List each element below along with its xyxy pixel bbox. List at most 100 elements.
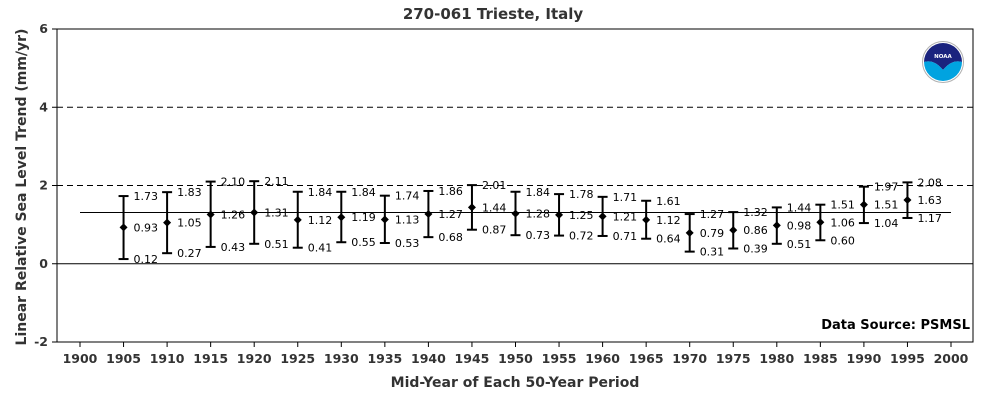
lower-bound-label: 0.60 bbox=[830, 234, 855, 247]
lower-bound-label: 0.31 bbox=[700, 246, 725, 259]
x-axis-label: Mid-Year of Each 50-Year Period bbox=[391, 375, 640, 391]
y-tick-label: 4 bbox=[39, 99, 48, 114]
data-point bbox=[424, 210, 433, 219]
error-bar-group: 1.44 0.98 0.51 bbox=[771, 201, 812, 251]
x-tick-label: 1970 bbox=[672, 351, 707, 366]
data-point bbox=[729, 226, 738, 235]
upper-bound-label: 1.83 bbox=[177, 186, 202, 199]
y-tick-label: -2 bbox=[34, 334, 48, 349]
lower-bound-label: 0.71 bbox=[613, 230, 638, 243]
x-tick-label: 1915 bbox=[193, 351, 228, 366]
x-tick-label: 1920 bbox=[237, 351, 272, 366]
error-bar-group: 1.74 1.13 0.53 bbox=[379, 190, 420, 250]
data-point bbox=[293, 215, 302, 224]
data-point bbox=[772, 221, 781, 230]
error-bar-group: 1.71 1.21 0.71 bbox=[597, 191, 638, 243]
value-label: 0.86 bbox=[743, 224, 768, 237]
lower-bound-label: 0.12 bbox=[134, 253, 159, 266]
error-bar-group: 1.84 1.28 0.73 bbox=[510, 186, 551, 242]
x-tick-label: 1910 bbox=[150, 351, 185, 366]
upper-bound-label: 1.74 bbox=[395, 190, 420, 203]
data-point bbox=[816, 218, 825, 227]
data-point bbox=[163, 218, 172, 227]
value-label: 0.79 bbox=[700, 227, 725, 240]
data-point bbox=[206, 210, 215, 219]
upper-bound-label: 1.84 bbox=[308, 186, 333, 199]
data-marks: 1.730.930.121.831.050.272.101.260.432.11… bbox=[118, 175, 942, 266]
value-label: 1.27 bbox=[438, 208, 463, 221]
upper-bound-label: 1.86 bbox=[438, 185, 463, 198]
value-label: 1.06 bbox=[830, 216, 855, 229]
x-tick-label: 1960 bbox=[585, 351, 620, 366]
value-label: 1.44 bbox=[482, 201, 507, 214]
error-bar-group: 1.78 1.25 0.72 bbox=[554, 188, 594, 243]
error-bar-group: 1.27 0.79 0.31 bbox=[684, 208, 725, 259]
value-label: 1.51 bbox=[874, 199, 899, 212]
lower-bound-label: 0.27 bbox=[177, 247, 202, 260]
lower-bound-label: 0.72 bbox=[569, 230, 594, 243]
error-bar-group: 1.32 0.86 0.39 bbox=[728, 206, 768, 255]
lower-bound-label: 0.64 bbox=[656, 233, 681, 246]
lower-bound-label: 1.04 bbox=[874, 217, 899, 230]
value-label: 1.05 bbox=[177, 217, 202, 230]
upper-bound-label: 1.51 bbox=[830, 199, 855, 212]
upper-bound-label: 1.78 bbox=[569, 188, 594, 201]
y-tick-label: 2 bbox=[39, 178, 48, 193]
lower-bound-label: 0.68 bbox=[438, 231, 463, 244]
upper-bound-label: 1.84 bbox=[351, 186, 376, 199]
y-tick-label: 0 bbox=[39, 256, 48, 271]
upper-bound-label: 1.32 bbox=[743, 206, 768, 219]
upper-bound-label: 1.27 bbox=[700, 208, 725, 221]
y-tick-label: 6 bbox=[39, 21, 48, 36]
lower-bound-label: 0.55 bbox=[351, 236, 376, 249]
x-tick-label: 2000 bbox=[934, 351, 969, 366]
data-point bbox=[685, 228, 694, 237]
x-axis: 1900 1905 1910 1915 1920 1925 1930 1935 1940 1945… bbox=[63, 342, 969, 366]
upper-bound-label: 2.08 bbox=[917, 176, 942, 189]
value-label: 1.12 bbox=[656, 214, 681, 227]
data-point bbox=[119, 223, 128, 232]
value-label: 1.31 bbox=[264, 206, 289, 219]
lower-bound-label: 0.41 bbox=[308, 242, 333, 255]
error-bar-group: 1.61 1.12 0.64 bbox=[641, 195, 681, 246]
noaa-logo-bottom bbox=[924, 61, 962, 81]
noaa-logo-text: NOAA bbox=[934, 54, 952, 60]
data-point bbox=[380, 215, 389, 224]
value-label: 1.63 bbox=[917, 194, 942, 207]
y-axis-label: Linear Relative Sea Level Trend (mm/yr) bbox=[14, 29, 30, 346]
error-bar-group: 1.86 1.27 0.68 bbox=[423, 185, 463, 244]
value-label: 0.98 bbox=[787, 219, 812, 232]
error-bar-group: 2.11 1.31 0.51 bbox=[249, 175, 289, 251]
upper-bound-label: 1.84 bbox=[526, 186, 551, 199]
error-bar-group: 1.97 1.51 1.04 bbox=[858, 181, 899, 230]
error-bar-group: 2.10 1.26 0.43 bbox=[205, 176, 246, 254]
x-tick-label: 1965 bbox=[629, 351, 664, 366]
x-tick-label: 1930 bbox=[324, 351, 359, 366]
x-tick-label: 1990 bbox=[847, 351, 882, 366]
lower-bound-label: 1.17 bbox=[917, 212, 942, 225]
lower-bound-label: 0.39 bbox=[743, 242, 768, 255]
error-bar-group: 2.01 1.44 0.87 bbox=[466, 179, 507, 237]
upper-bound-label: 2.10 bbox=[221, 176, 246, 189]
x-tick-label: 1945 bbox=[455, 351, 490, 366]
error-bar-group: 2.08 1.63 1.17 bbox=[902, 176, 942, 225]
value-label: 1.12 bbox=[308, 214, 333, 227]
value-label: 1.25 bbox=[569, 209, 594, 222]
data-point bbox=[511, 209, 520, 218]
value-label: 1.19 bbox=[351, 211, 376, 224]
upper-bound-label: 1.73 bbox=[134, 190, 159, 203]
lower-bound-label: 0.51 bbox=[264, 238, 289, 251]
x-tick-label: 1900 bbox=[63, 351, 98, 366]
chart-title: 270-061 Trieste, Italy bbox=[403, 5, 584, 23]
value-label: 1.28 bbox=[526, 208, 551, 221]
value-label: 1.13 bbox=[395, 214, 420, 227]
upper-bound-label: 1.61 bbox=[656, 195, 681, 208]
x-tick-label: 1950 bbox=[498, 351, 533, 366]
x-tick-label: 1980 bbox=[759, 351, 794, 366]
lower-bound-label: 0.51 bbox=[787, 238, 812, 251]
error-bar-group: 1.51 1.06 0.60 bbox=[815, 199, 855, 247]
x-tick-label: 1935 bbox=[367, 351, 402, 366]
x-tick-label: 1955 bbox=[542, 351, 577, 366]
noaa-logo: NOAA bbox=[922, 41, 964, 83]
error-bar-group: 1.84 1.12 0.41 bbox=[292, 186, 333, 255]
